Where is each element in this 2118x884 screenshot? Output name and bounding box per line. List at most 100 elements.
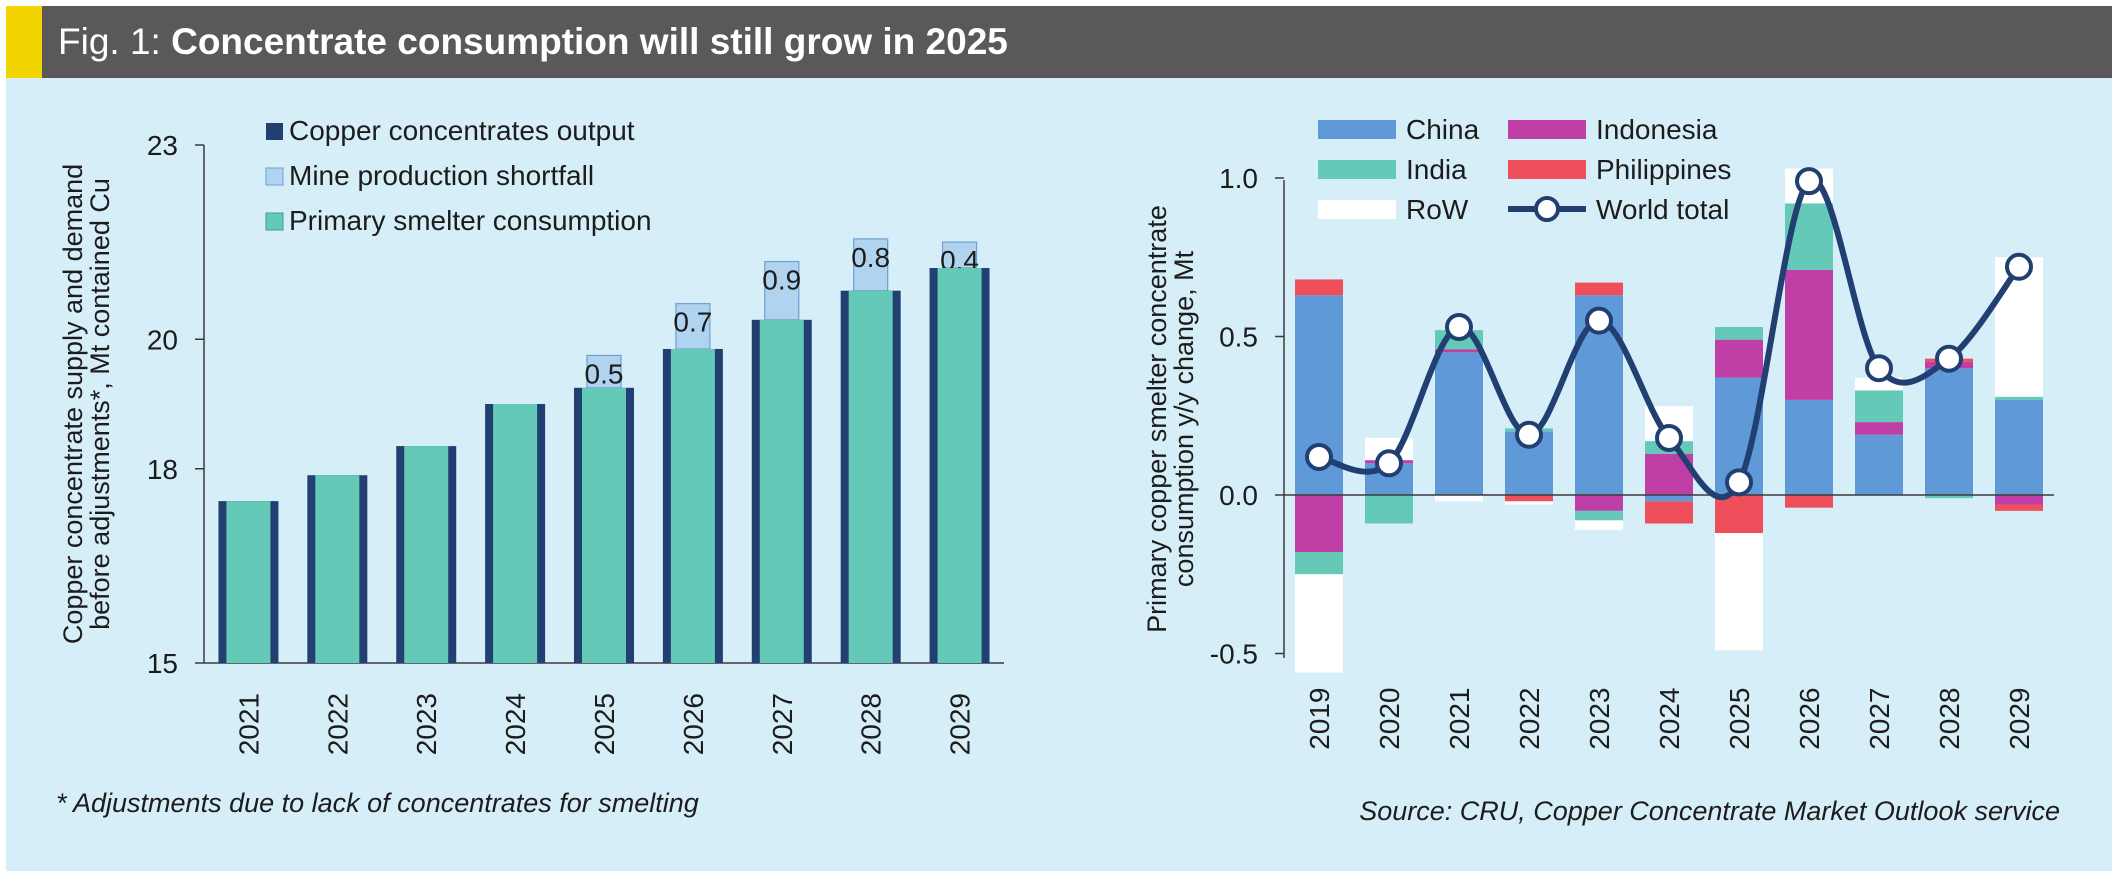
chart-canvas: 15 18 2023 Copper concentrate supply and de… xyxy=(58,114,2054,755)
right-x-tick-label: 2021 xyxy=(1444,688,1475,750)
world-total-point xyxy=(1515,420,1543,449)
right-x-tick-label: 2023 xyxy=(1584,688,1615,750)
left-y-tick-label: 20 xyxy=(147,324,178,355)
figure-panel: Fig. 1: Concentrate consumption will sti… xyxy=(6,6,2112,871)
right-x-tick-label: 2027 xyxy=(1864,688,1895,750)
left-x-tick-label: 2028 xyxy=(856,693,887,755)
stack-segment-philippines xyxy=(1295,279,1343,296)
world-total-point xyxy=(1655,423,1683,452)
world-total-point xyxy=(1725,468,1753,497)
right-x-tick-label: 2024 xyxy=(1654,688,1685,750)
world-total-point xyxy=(1445,312,1473,341)
stack-segment-indonesia xyxy=(1855,422,1903,435)
right-y-axis-title: Primary copper smelter concentrateconsum… xyxy=(1142,205,1199,633)
stack-segment-philippines xyxy=(1785,495,1833,508)
bar-primary-smelter xyxy=(493,404,538,663)
stack-segment-india xyxy=(1715,326,1763,340)
stack-segment-row xyxy=(1505,501,1553,505)
left-legend-label: Copper concentrates output xyxy=(289,115,635,146)
stack-segment-row xyxy=(1435,495,1483,502)
figure-number: Fig. 1: xyxy=(58,21,172,62)
left-x-tick-label: 2027 xyxy=(767,693,798,755)
bar-primary-smelter xyxy=(848,290,893,663)
left-legend-swatch xyxy=(266,123,283,140)
stack-segment-india xyxy=(1855,390,1903,423)
left-legend-swatch xyxy=(265,212,284,231)
title-accent-stripe xyxy=(6,6,42,78)
figure-headline: Concentrate consumption will still grow … xyxy=(171,21,1008,62)
consumption-change-chart: -0.5 0.0 0.5 1.0 Primary copper smelter conc… xyxy=(1142,114,2054,750)
right-y-axis-title-line: Primary copper smelter concentrate xyxy=(1142,205,1172,633)
left-x-tick-label: 2023 xyxy=(411,693,442,755)
world-total-point xyxy=(1795,167,1823,196)
world-total-point xyxy=(1865,354,1893,383)
left-x-tick-label: 2026 xyxy=(678,693,709,755)
right-legend-swatch xyxy=(1318,160,1396,179)
stack-segment-china xyxy=(1645,495,1693,502)
bar-primary-smelter xyxy=(315,475,360,663)
right-x-tick-label: 2025 xyxy=(1724,688,1755,750)
right-y-tick-label: 1.0 xyxy=(1219,163,1258,194)
stack-segment-china xyxy=(1785,399,1833,495)
right-legend-marker xyxy=(1534,196,1560,222)
bar-primary-smelter xyxy=(937,268,982,663)
bar-mine-shortfall xyxy=(764,260,800,321)
world-total-point xyxy=(1585,306,1613,335)
bar-primary-smelter xyxy=(759,319,804,663)
stack-segment-india xyxy=(1995,396,2043,400)
bar-primary-smelter xyxy=(404,446,449,663)
right-legend-swatch xyxy=(1318,200,1396,219)
left-x-tick-label: 2029 xyxy=(945,693,976,755)
shortfall-data-label: 0.8 xyxy=(851,242,890,273)
left-y-tick-label: 15 xyxy=(147,648,178,679)
world-total-point xyxy=(1305,442,1333,471)
stack-segment-indonesia xyxy=(1295,495,1343,553)
right-legend-label: World total xyxy=(1596,194,1729,225)
left-legend-label: Primary smelter consumption xyxy=(289,205,652,236)
stack-segment-india xyxy=(1925,495,1973,499)
stack-segment-indonesia xyxy=(1995,495,2043,505)
stack-segment-row xyxy=(1575,520,1623,530)
stack-segment-indonesia xyxy=(1435,349,1483,353)
bar-primary-smelter xyxy=(670,348,715,663)
bar-mine-shortfall xyxy=(586,354,622,389)
stack-segment-china xyxy=(1995,399,2043,495)
stack-segment-indonesia xyxy=(1785,269,1833,400)
left-x-tick-label: 2025 xyxy=(589,693,620,755)
right-x-tick-label: 2020 xyxy=(1374,688,1405,750)
right-legend-label: China xyxy=(1406,114,1480,145)
shortfall-data-label: 0.9 xyxy=(762,265,801,296)
stack-segment-china xyxy=(1435,352,1483,495)
left-y-tick-label: 18 xyxy=(147,454,178,485)
right-legend-swatch xyxy=(1508,160,1586,179)
stack-segment-philippines xyxy=(1645,501,1693,524)
right-x-tick-label: 2029 xyxy=(2004,688,2035,750)
supply-demand-chart: 15 18 2023 Copper concentrate supply and de… xyxy=(58,115,1004,755)
right-legend-label: RoW xyxy=(1406,194,1469,225)
world-total-point xyxy=(1375,449,1403,478)
right-legend-swatch xyxy=(1508,120,1586,139)
shortfall-data-label: 0.5 xyxy=(585,358,624,389)
left-y-axis-title-line: Copper concentrate supply and demand xyxy=(58,164,88,644)
right-legend-label: Philippines xyxy=(1596,154,1731,185)
stack-segment-philippines xyxy=(1995,504,2043,511)
bar-primary-smelter xyxy=(226,501,271,663)
right-y-tick-label: 0.5 xyxy=(1219,322,1258,353)
right-legend-label: India xyxy=(1406,154,1467,185)
right-x-tick-label: 2022 xyxy=(1514,688,1545,750)
bar-mine-shortfall xyxy=(853,238,889,292)
stack-segment-philippines xyxy=(1715,495,1763,534)
source-note: Source: CRU, Copper Concentrate Market O… xyxy=(1359,796,2060,826)
bar-mine-shortfall xyxy=(941,241,978,269)
footnote: * Adjustments due to lack of concentrate… xyxy=(56,788,699,818)
stack-segment-india xyxy=(1575,510,1623,521)
world-total-point xyxy=(2005,252,2033,281)
stack-segment-india xyxy=(1365,495,1413,524)
left-x-tick-label: 2021 xyxy=(233,693,264,755)
world-total-point xyxy=(1935,344,1963,373)
right-x-tick-label: 2019 xyxy=(1304,688,1335,750)
right-y-tick-label: 0.0 xyxy=(1219,480,1258,511)
title-bar: Fig. 1: Concentrate consumption will sti… xyxy=(6,6,2112,78)
left-x-tick-label: 2024 xyxy=(500,693,531,755)
right-x-tick-label: 2026 xyxy=(1794,688,1825,750)
